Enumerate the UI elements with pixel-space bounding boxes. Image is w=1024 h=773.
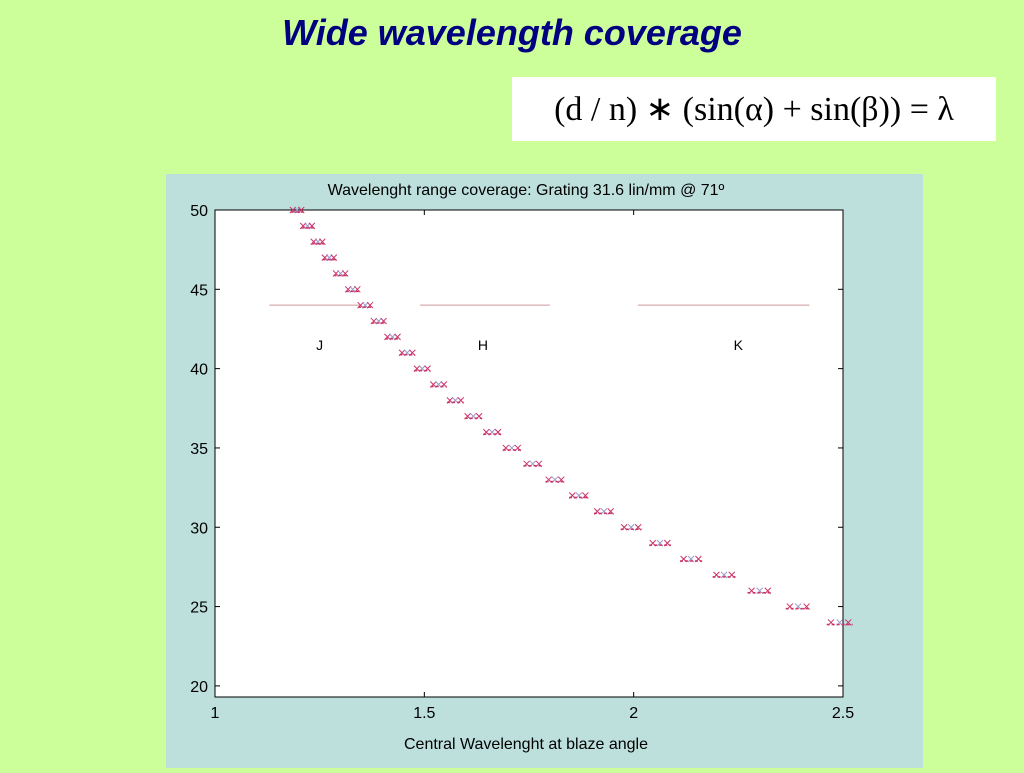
band-label-k: K	[734, 337, 744, 353]
order-marker	[370, 317, 387, 325]
x-mark	[318, 238, 326, 246]
slide-title: Wide wavelength coverage	[282, 12, 742, 53]
order-marker	[826, 619, 853, 626]
order-marker	[413, 365, 431, 372]
y-tick-label: 25	[190, 600, 208, 617]
order-marker	[649, 539, 671, 547]
order-marker	[545, 476, 565, 484]
x-mark	[582, 492, 589, 499]
order-marker	[785, 603, 811, 610]
wavelength-coverage-chart: Wavelenght range coverage: Grating 31.6 …	[190, 182, 854, 753]
x-mark	[353, 285, 361, 293]
grating-equation: (d / n) ∗ (sin(α) + sin(β)) = λ	[512, 77, 996, 141]
order-marker	[620, 523, 642, 531]
x-mark	[600, 508, 608, 515]
order-marker	[398, 349, 416, 357]
y-tick-label: 40	[190, 362, 208, 379]
x-mark	[720, 571, 728, 579]
order-marker	[357, 301, 374, 309]
x-axis-label: Central Wavelenght at blaze angle	[404, 736, 648, 753]
y-tick-label: 20	[190, 679, 208, 696]
order-marker	[523, 460, 543, 468]
y-tick-label: 35	[190, 441, 208, 458]
order-marker	[568, 492, 589, 499]
x-mark	[366, 301, 374, 309]
order-marker	[464, 412, 483, 420]
order-marker	[429, 381, 448, 388]
x-tick-label: 2.5	[832, 705, 854, 722]
order-marker	[446, 397, 465, 404]
order-marker	[332, 270, 349, 277]
axis-ticks: 1 1.5 2 2.5 20 25 30 35 40 45 50	[190, 203, 854, 722]
order-marker	[482, 428, 502, 436]
order-marker	[593, 508, 614, 515]
x-mark	[341, 270, 349, 277]
order-marker	[747, 587, 772, 595]
order-marker	[502, 444, 522, 452]
x-mark	[308, 222, 316, 230]
order-marker	[299, 222, 316, 230]
chart-title: Wavelenght range coverage: Grating 31.6 …	[328, 182, 725, 199]
order-marker	[679, 555, 703, 563]
x-mark	[330, 254, 338, 261]
y-tick-label: 45	[190, 282, 208, 299]
order-marker	[384, 333, 401, 341]
x-mark	[764, 587, 772, 595]
order-markers	[289, 206, 853, 626]
y-tick-label: 50	[190, 203, 208, 220]
grating-equation-text: (d / n) ∗ (sin(α) + sin(β)) = λ	[554, 91, 954, 128]
x-tick-label: 1	[211, 705, 220, 722]
order-marker	[321, 254, 338, 261]
order-marker	[310, 238, 326, 246]
x-mark	[535, 460, 543, 468]
order-marker	[712, 571, 736, 579]
x-mark	[514, 444, 522, 452]
chart-panel: Wavelenght range coverage: Grating 31.6 …	[166, 174, 923, 768]
x-mark	[297, 206, 305, 214]
x-tick-label: 1.5	[413, 705, 435, 722]
band-label-j: J	[316, 337, 323, 353]
x-mark	[557, 476, 565, 484]
x-mark	[844, 619, 852, 626]
x-tick-label: 2	[629, 705, 638, 722]
x-mark	[803, 603, 810, 610]
band-label-h: H	[478, 337, 488, 353]
x-mark	[687, 555, 695, 563]
y-tick-label: 30	[190, 520, 208, 537]
x-mark	[607, 508, 614, 515]
x-mark	[656, 539, 664, 547]
plot-area	[214, 209, 844, 698]
order-marker	[344, 285, 361, 293]
order-marker	[289, 206, 305, 214]
x-mark	[627, 523, 635, 531]
